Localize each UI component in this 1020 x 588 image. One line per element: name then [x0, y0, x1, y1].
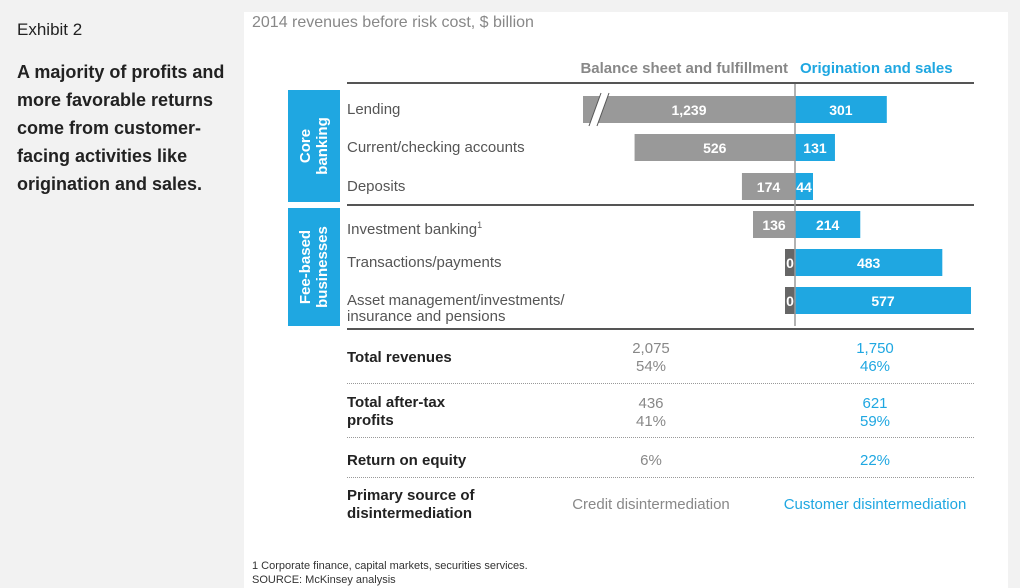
summary-label-line: Primary source of [347, 487, 475, 504]
axis-break-mark [589, 93, 609, 126]
summary-percent: 54% [635, 358, 667, 375]
bar-balance-sheet [583, 96, 795, 123]
summary-value-right: 22% [859, 452, 891, 469]
rule-summary [347, 477, 974, 478]
summary-percent: 41% [635, 413, 667, 430]
row-label-text: Current/checking accounts [347, 139, 525, 156]
bar-balance-sheet [753, 211, 795, 238]
data-label-balance-sheet: 526 [703, 140, 727, 156]
axis-break-line [588, 92, 602, 127]
summary-value-left: 6% [640, 452, 662, 469]
rule-summary [347, 383, 974, 384]
bar-balance-sheet [785, 287, 795, 314]
row-label-current-accounts: Current/checking accounts [347, 140, 525, 156]
rule-summary [347, 437, 974, 438]
bar-origination [795, 287, 971, 314]
summary-number: 621 [862, 395, 888, 412]
chart-subtitle: 2014 revenues before risk cost, $ billio… [252, 14, 534, 31]
data-label-origination: 577 [871, 293, 895, 309]
summary-value-right: 1,750 46% [775, 340, 975, 376]
row-label-transactions: Transactions/payments [347, 255, 502, 271]
bar-origination [795, 96, 887, 123]
rule-top [347, 82, 974, 84]
row-label-lending: Lending [347, 102, 400, 118]
summary-percent: 59% [859, 413, 891, 430]
row-label-text: Asset management/investments/ [347, 292, 565, 309]
data-label-balance-sheet: 0 [786, 255, 794, 271]
summary-label-line: disintermediation [347, 505, 473, 522]
data-label-balance-sheet: 136 [762, 217, 786, 233]
bar-origination [795, 249, 943, 276]
summary-label-total-revenues: Total revenues [347, 349, 452, 366]
row-label-text: Lending [347, 101, 401, 118]
footnote-mark: 1 [477, 220, 483, 230]
summary-label-line: Total after-tax [347, 394, 446, 411]
bar-origination [795, 173, 813, 200]
row-label-investment-banking: Investment banking1 [347, 217, 482, 238]
data-label-origination: 214 [816, 217, 840, 233]
column-header-origination: Origination and sales [800, 60, 953, 77]
data-label-origination: 131 [803, 140, 827, 156]
row-label-text: Deposits [347, 178, 406, 195]
axis-break-line [596, 92, 610, 127]
column-header-balance-sheet: Balance sheet and fulfillment [580, 60, 788, 77]
summary-number: 436 [638, 395, 664, 412]
exhibit-number: Exhibit 2 [17, 20, 83, 39]
summary-value-left: 2,075 54% [551, 340, 751, 376]
row-label-text: Investment banking [347, 221, 478, 238]
data-label-origination: 483 [857, 255, 881, 271]
summary-percent: 46% [859, 358, 891, 375]
bar-balance-sheet [785, 249, 795, 276]
summary-value-left: 436 41% [551, 395, 751, 431]
bar-origination [795, 211, 861, 238]
data-label-origination: 44 [796, 179, 812, 195]
row-label-text: Transactions/payments [347, 254, 502, 271]
summary-number: 2,075 [632, 340, 670, 357]
summary-number: 1,750 [856, 340, 894, 357]
source-note: SOURCE: McKinsey analysis [252, 574, 396, 586]
data-label-origination: 301 [829, 102, 853, 118]
data-label-balance-sheet: 1,239 [671, 102, 706, 118]
bar-balance-sheet [634, 134, 795, 161]
group-tab-core-banking: Core banking [288, 90, 340, 202]
summary-value-right: 621 59% [775, 395, 975, 431]
summary-label-disintermediation: Primary source of disintermediation [347, 487, 475, 523]
bar-origination [795, 134, 835, 161]
summary-value-left: Credit disintermediation [572, 496, 730, 513]
rule-chart-bottom [347, 328, 974, 330]
summary-label-roe: Return on equity [347, 452, 467, 469]
footnote: 1 Corporate finance, capital markets, se… [252, 560, 528, 572]
row-label-deposits: Deposits [347, 179, 405, 195]
group-tab-fee-based: Fee-based businesses [288, 208, 340, 326]
summary-label-after-tax-profits: Total after-tax profits [347, 394, 445, 430]
row-label-asset-management: Asset management/investments/ insurance … [347, 293, 565, 325]
summary-label-line: profits [347, 412, 394, 429]
row-label-text: insurance and pensions [347, 308, 506, 325]
summary-value-right: Customer disintermediation [783, 496, 967, 513]
headline: A majority of profits and more favorable… [17, 62, 225, 194]
rule-group-divider [347, 204, 974, 206]
bar-balance-sheet [741, 173, 795, 200]
data-label-balance-sheet: 0 [786, 293, 794, 309]
data-label-balance-sheet: 174 [757, 179, 781, 195]
